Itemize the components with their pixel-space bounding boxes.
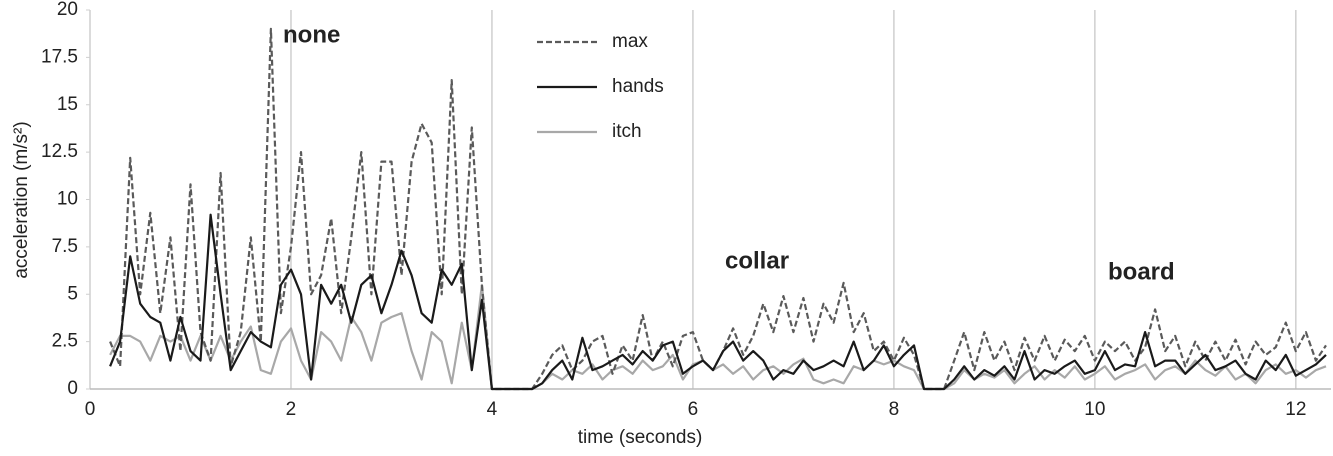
y-tick-label: 5 [67, 283, 78, 304]
y-tick-label: 10 [57, 189, 78, 210]
x-tick-label: 4 [487, 399, 498, 420]
legend-label: max [612, 31, 648, 52]
annotation: board [1108, 258, 1175, 285]
annotation: none [283, 21, 340, 48]
y-tick-label: 15 [57, 94, 78, 115]
x-tick-label: 12 [1285, 399, 1306, 420]
x-tick-label: 10 [1084, 399, 1105, 420]
y-tick-label: 2.5 [52, 331, 78, 352]
x-tick-label: 2 [286, 399, 297, 420]
x-tick-label: 0 [85, 399, 96, 420]
y-axis-label: acceleration (m/s²) [11, 121, 32, 278]
x-axis-label: time (seconds) [578, 427, 703, 448]
y-tick-label: 7.5 [52, 236, 78, 257]
y-tick-label: 0 [67, 378, 78, 399]
legend-label: hands [612, 76, 664, 97]
x-tick-label: 8 [889, 399, 900, 420]
annotation: collar [725, 247, 789, 274]
y-tick-label: 17.5 [41, 46, 78, 67]
series-line [109, 213, 1327, 391]
x-tick-label: 6 [688, 399, 699, 420]
legend-label: itch [612, 121, 642, 142]
y-tick-label: 12.5 [41, 141, 78, 162]
y-tick-label: 20 [57, 0, 78, 20]
